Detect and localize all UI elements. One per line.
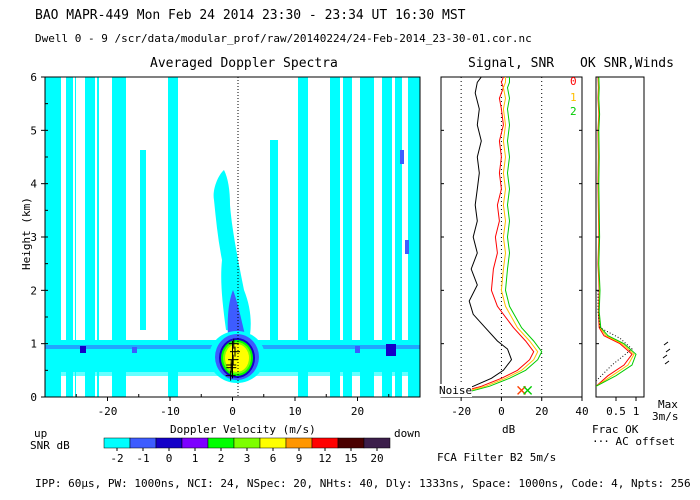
colorbar-label: 12 (318, 452, 331, 465)
colorbar-label: 15 (344, 452, 357, 465)
snr-frame (440, 76, 583, 398)
snr-xtick-label: 40 (575, 405, 588, 418)
spectra-xtick-label: 0 (229, 405, 236, 418)
colorbar-label: 6 (270, 452, 277, 465)
colorbar-swatch (259, 437, 287, 449)
noise-label: Noise (439, 384, 473, 397)
spectra-xtick-label: -10 (160, 405, 180, 418)
colorbar-label: 9 (296, 452, 303, 465)
colorbar-label: -1 (136, 452, 149, 465)
colorbar-swatch (311, 437, 339, 449)
max-label: Max (658, 398, 678, 411)
spectra-ytick-label: 5 (30, 124, 37, 137)
ok-series-line (596, 77, 637, 387)
spectra-ylabel: Height (km) (20, 197, 33, 270)
ok-xtick-label: 0.5 (606, 405, 626, 418)
colorbar-swatch (207, 437, 235, 449)
colorbar-label: 1 (192, 452, 199, 465)
ok-legend-0: 0 (570, 75, 577, 88)
noise-x-stroke (523, 385, 533, 395)
snr-series-line (460, 77, 535, 393)
colorbar-title: SNR dB (30, 439, 70, 452)
colorbar-swatch (337, 437, 365, 449)
spectra-ytick-label: 0 (30, 391, 37, 404)
snr-xtick-label: -20 (451, 405, 471, 418)
ok-title: OK SNR,Winds (580, 56, 674, 71)
colorbar-swatch (233, 437, 261, 449)
spectra-ytick-label: 4 (30, 178, 37, 191)
colorbar-label: -2 (110, 452, 123, 465)
snr-xtick-label: 20 (535, 405, 548, 418)
colorbar-swatch (181, 437, 209, 449)
colorbar-swatch (363, 437, 391, 449)
spectra-xlabel: Doppler Velocity (m/s) (170, 423, 316, 436)
wind-barbs (662, 341, 671, 365)
spectra-ytick-label: 1 (30, 338, 37, 351)
fca-filter: FCA Filter B2 5m/s (437, 451, 557, 464)
spectra-xtick-label: 20 (351, 405, 364, 418)
snr-xlabel: dB (502, 423, 516, 436)
spectra-ytick-label: 6 (30, 71, 37, 84)
snr-series-line (465, 77, 539, 393)
snr-xtick-label: 0 (498, 405, 505, 418)
snr-series-line (456, 77, 513, 393)
colorbar-label: 2 (218, 452, 225, 465)
header-title: BAO MAPR-449 Mon Feb 24 2014 23:30 - 23:… (35, 8, 466, 23)
label-up: up (34, 427, 48, 440)
header-dwell: Dwell 0 - 9 /scr/data/modular_prof/raw/2… (35, 32, 532, 45)
spectra-xtick-label: -20 (98, 405, 118, 418)
colorbar-swatch (285, 437, 313, 449)
colorbar-swatch (129, 437, 157, 449)
colorbar-swatch (155, 437, 183, 449)
ok-legend-1: 1 (570, 91, 577, 104)
ok-legend-2: 2 (570, 105, 577, 118)
colorbar-label: 20 (370, 452, 383, 465)
ac-offset-label: AC offset (615, 435, 676, 448)
spectra-ytick-label: 3 (30, 231, 37, 244)
ac-offset-legend: ··· AC offset (592, 435, 676, 448)
spectra-ytick-label: 2 (30, 284, 37, 297)
colorbar-label: 0 (166, 452, 173, 465)
ok-frame (595, 76, 645, 398)
snr-series-line (469, 77, 543, 393)
noise-x-marker (523, 385, 533, 395)
colorbar-swatch (103, 437, 131, 449)
ok-xtick-label: 1 (633, 405, 640, 418)
max-value: 3m/s (652, 410, 679, 423)
spectra-xtick-label: 10 (288, 405, 301, 418)
footer-params: IPP: 60μs, PW: 1000ns, NCI: 24, NSpec: 2… (35, 477, 691, 490)
colorbar-label: 3 (244, 452, 251, 465)
snr-title: Signal, SNR (468, 56, 555, 71)
label-down: down (394, 427, 421, 440)
ok-xlabel: Frac OK (592, 423, 639, 436)
spectra-title: Averaged Doppler Spectra (150, 56, 338, 71)
